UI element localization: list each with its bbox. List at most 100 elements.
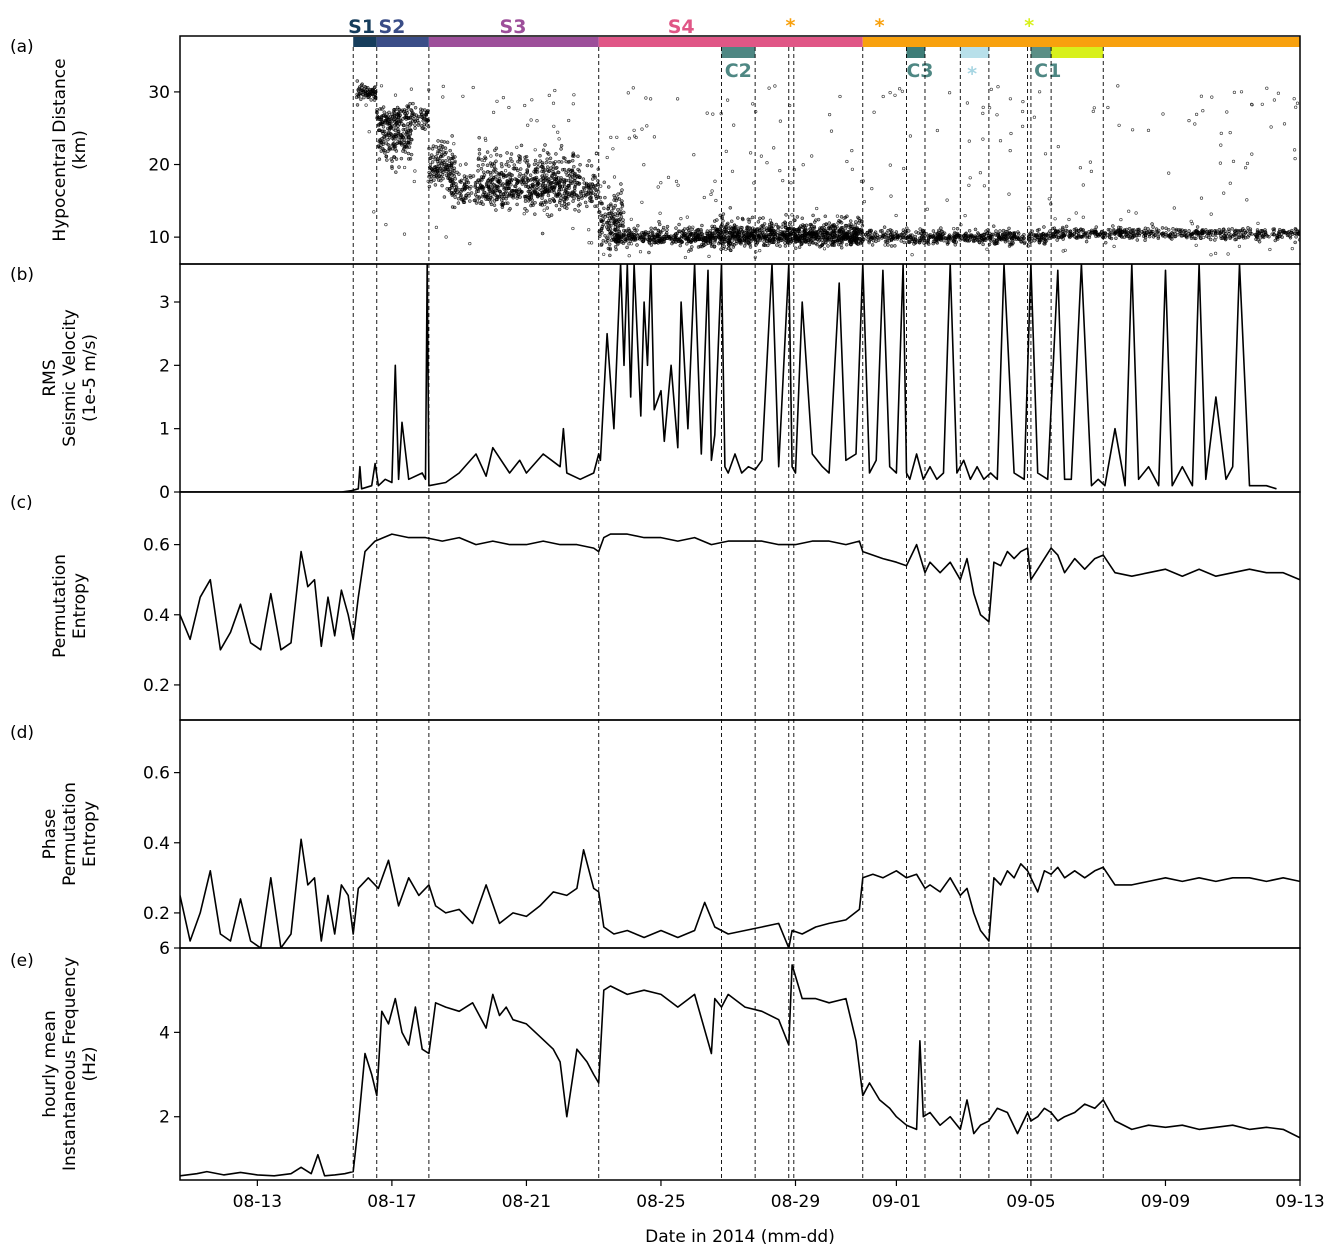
scatter-point: [1164, 232, 1168, 237]
scatter-point: [823, 214, 828, 219]
scatter-point: [457, 172, 461, 176]
scatter-point: [771, 233, 776, 237]
scatter-point: [737, 230, 742, 234]
scatter-outlier: [1294, 105, 1298, 109]
scatter-point: [550, 174, 554, 179]
scatter-outlier: [1218, 161, 1222, 165]
scatter-outlier: [1007, 192, 1011, 196]
scatter-point: [410, 137, 414, 142]
scatter-outlier: [1067, 217, 1071, 222]
scatter-point: [919, 235, 924, 240]
scatter-point: [870, 243, 875, 247]
scatter-point: [597, 229, 602, 234]
scatter-point: [761, 243, 766, 248]
scatter-point: [841, 229, 846, 234]
scatter-point: [886, 243, 890, 247]
scatter-point: [737, 240, 742, 244]
scatter-outlier: [1194, 243, 1198, 247]
scatter-point: [827, 221, 832, 225]
scatter-point: [481, 202, 485, 207]
segment-label: S1: [348, 16, 375, 38]
scatter-outlier: [452, 142, 456, 146]
scatter-point: [468, 187, 472, 191]
scatter-point: [705, 234, 710, 239]
scatter-point: [526, 189, 531, 194]
scatter-point: [541, 181, 546, 186]
scatter-point: [1084, 239, 1089, 244]
scatter-point: [686, 236, 691, 241]
scatter-outlier: [758, 249, 762, 253]
scatter-point: [1151, 235, 1156, 239]
scatter-point: [510, 159, 514, 164]
scatter-point: [976, 231, 980, 235]
scatter-point: [1176, 232, 1180, 237]
scatter-point: [663, 236, 667, 241]
scatter-outlier: [551, 101, 556, 105]
scatter-outlier: [1199, 196, 1204, 200]
scatter-outlier: [1117, 123, 1121, 127]
scatter-outlier: [900, 89, 905, 93]
scatter-point: [1072, 227, 1077, 232]
y-axis-label: (1e-5 m/s): [80, 334, 100, 422]
scatter-point: [425, 110, 429, 114]
scatter-point: [792, 227, 797, 232]
scatter-point: [601, 218, 606, 222]
scatter-point: [543, 178, 547, 182]
panel-frame: [179, 947, 1301, 1181]
scatter-point: [710, 224, 714, 229]
scatter-outlier: [1213, 251, 1218, 255]
scatter-point: [603, 233, 607, 238]
scatter-point: [800, 241, 804, 246]
scatter-point: [572, 164, 576, 169]
scatter-point: [1219, 236, 1224, 241]
scatter-point: [501, 192, 506, 196]
scatter-outlier: [556, 130, 560, 134]
scatter-outlier: [530, 98, 534, 102]
scatter-point: [1260, 234, 1265, 238]
scatter-point: [810, 234, 814, 239]
scatter-point: [587, 159, 591, 163]
scatter-point: [518, 167, 523, 171]
scatter-point: [452, 205, 457, 210]
scatter-point: [1076, 235, 1081, 240]
scatter-point: [430, 160, 435, 164]
scatter-point: [507, 180, 512, 184]
scatter-point: [885, 238, 889, 243]
scatter-point: [552, 198, 556, 202]
scatter-point: [771, 237, 776, 241]
scatter-point: [546, 193, 551, 198]
scatter-outlier: [599, 184, 603, 188]
scatter-point: [476, 189, 481, 194]
scatter-point: [1032, 238, 1037, 243]
scatter-point: [444, 169, 449, 174]
scatter-point: [438, 166, 443, 170]
scatter-point: [1061, 237, 1065, 241]
scatter-point: [546, 188, 551, 193]
y-tick-label: 10: [148, 228, 170, 248]
scatter-outlier: [1106, 105, 1110, 110]
scatter-point: [619, 211, 623, 216]
scatter-point: [452, 174, 457, 178]
scatter-point: [512, 167, 517, 171]
scatter-point: [387, 130, 391, 135]
scatter-point: [429, 179, 434, 184]
scatter-point: [1136, 231, 1140, 236]
scatter-point: [469, 175, 473, 180]
scatter-outlier: [1047, 197, 1051, 201]
scatter-point: [430, 147, 435, 151]
scatter-point: [1248, 227, 1253, 231]
scatter-point: [1204, 228, 1208, 232]
scatter-point: [457, 187, 462, 192]
scatter-point: [776, 225, 781, 230]
scatter-outlier: [1146, 128, 1151, 132]
scatter-point: [718, 225, 723, 230]
x-tick-label: 08-21: [502, 1192, 551, 1212]
scatter-point: [401, 117, 405, 121]
scatter-point: [657, 219, 661, 224]
scatter-outlier: [611, 147, 615, 151]
scatter-point: [528, 192, 532, 197]
scatter-point: [578, 162, 582, 167]
scatter-point: [427, 184, 432, 189]
scatter-point: [1109, 236, 1114, 241]
scatter-point: [392, 108, 396, 112]
